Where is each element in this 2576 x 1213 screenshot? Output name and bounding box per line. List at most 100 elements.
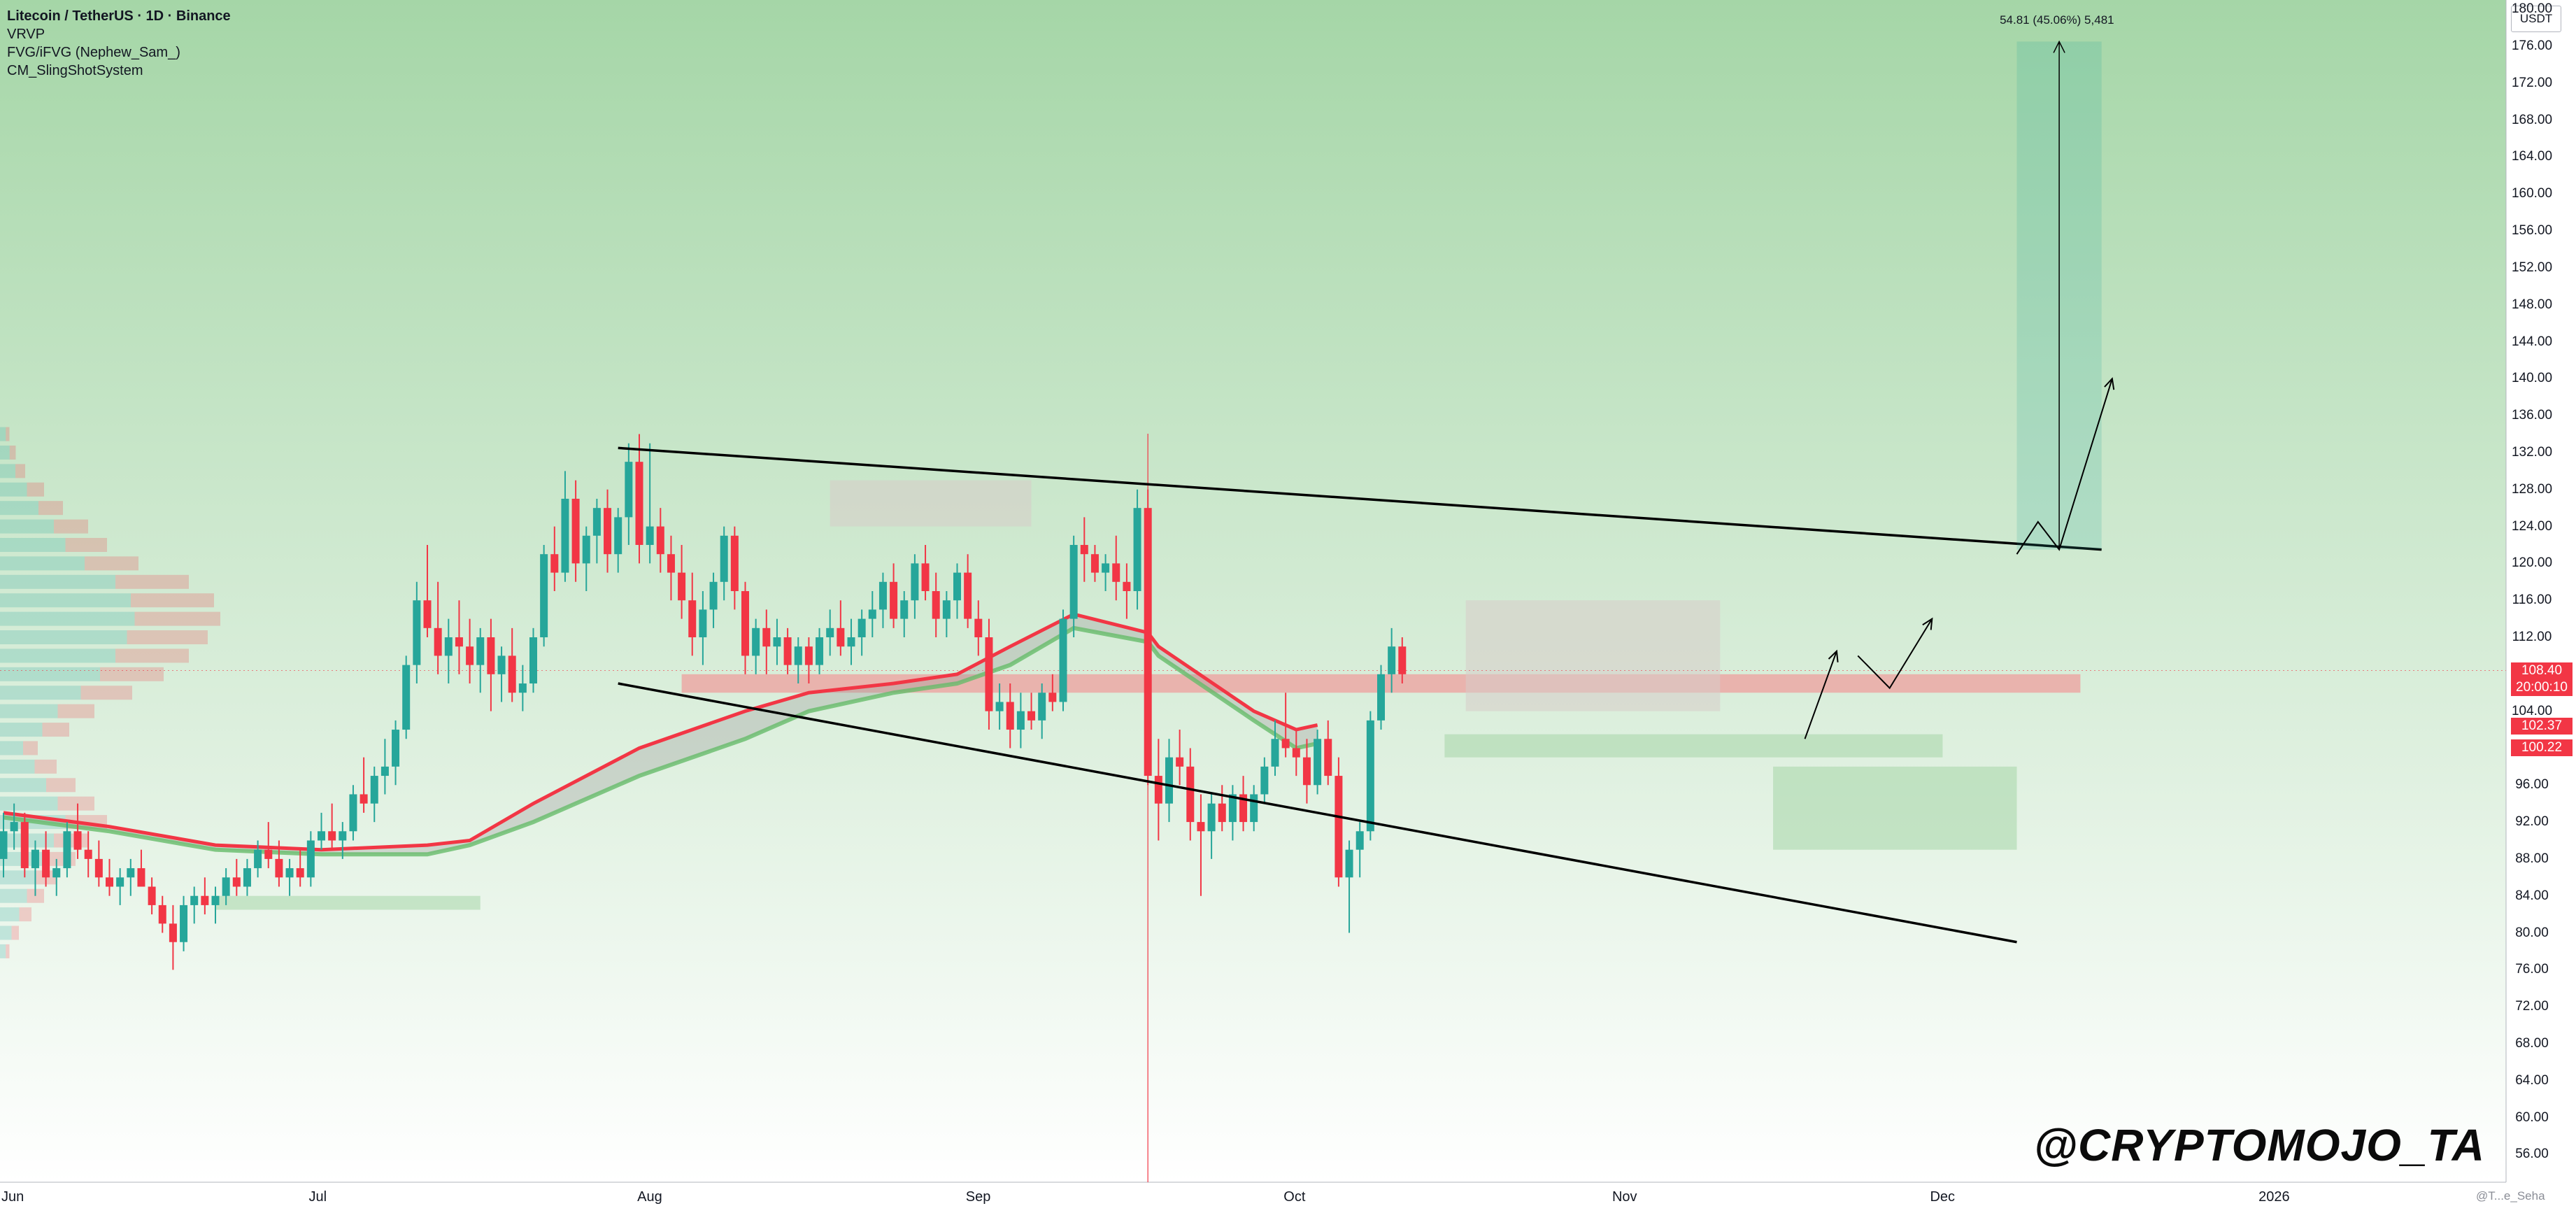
candle[interactable] [254, 840, 262, 878]
candle[interactable] [550, 526, 559, 591]
candle-body[interactable] [392, 730, 400, 767]
candle-body[interactable] [1260, 766, 1269, 795]
candle[interactable] [42, 831, 50, 887]
candle[interactable] [540, 544, 548, 647]
candle[interactable] [201, 877, 209, 915]
candle-body[interactable] [370, 776, 378, 804]
candle-body[interactable] [10, 822, 18, 832]
candle[interactable] [0, 812, 8, 878]
candle[interactable] [127, 858, 135, 896]
candle[interactable] [487, 618, 495, 711]
candle-body[interactable] [158, 905, 166, 924]
candle[interactable] [1069, 535, 1078, 638]
candle-body[interactable] [1027, 711, 1036, 721]
candle[interactable] [1335, 757, 1343, 887]
candle-body[interactable] [932, 591, 940, 619]
projected-path[interactable] [1857, 618, 1933, 690]
candle-body[interactable] [1090, 554, 1099, 573]
candle[interactable] [434, 581, 442, 674]
candle[interactable] [158, 895, 166, 933]
candle-body[interactable] [180, 905, 188, 942]
candle[interactable] [222, 868, 230, 905]
candle[interactable] [1133, 489, 1141, 610]
candle-body[interactable] [540, 554, 548, 638]
candle-body[interactable] [614, 517, 622, 555]
candle[interactable] [762, 609, 771, 674]
candle-body[interactable] [688, 600, 697, 638]
projected-path[interactable] [2016, 378, 2113, 555]
candle-body[interactable] [1112, 563, 1120, 582]
candle-body[interactable] [201, 895, 209, 905]
legend-indicator-fvg[interactable]: FVG/iFVG (Nephew_Sam_) [7, 45, 180, 60]
candle[interactable] [518, 665, 527, 711]
candle[interactable] [339, 822, 347, 859]
candle-body[interactable] [625, 462, 633, 518]
candle-body[interactable] [296, 868, 304, 878]
candle-body[interactable] [306, 840, 315, 878]
candle[interactable] [699, 591, 707, 665]
candle-body[interactable] [783, 637, 792, 665]
candle[interactable] [318, 812, 325, 850]
candle[interactable] [1123, 563, 1131, 619]
candle[interactable] [1186, 748, 1195, 841]
candle[interactable] [1355, 822, 1364, 878]
candle-body[interactable] [964, 572, 972, 619]
candle-body[interactable] [31, 849, 39, 869]
candle-body[interactable] [1271, 739, 1279, 767]
candle-body[interactable] [42, 849, 50, 878]
candle[interactable] [709, 572, 718, 628]
candle[interactable] [1271, 720, 1279, 776]
candle[interactable] [953, 563, 961, 619]
candle-body[interactable] [678, 572, 686, 601]
candle-body[interactable] [1197, 822, 1205, 832]
candle-body[interactable] [497, 655, 506, 674]
candle-body[interactable] [84, 849, 92, 859]
candle[interactable] [455, 600, 463, 674]
legend-indicator-vrvp[interactable]: VRVP [7, 27, 45, 42]
candle[interactable] [1154, 739, 1162, 841]
candle-body[interactable] [1133, 508, 1141, 591]
candle[interactable] [1059, 609, 1067, 711]
candle[interactable] [878, 572, 887, 628]
candle[interactable] [964, 554, 972, 628]
projected-path[interactable] [1804, 651, 1837, 739]
candle[interactable] [1006, 683, 1014, 749]
candle[interactable] [370, 766, 378, 823]
candle-body[interactable] [752, 627, 760, 656]
candle-body[interactable] [1398, 646, 1407, 674]
candle[interactable] [413, 581, 421, 684]
candle[interactable] [1038, 683, 1046, 739]
candle[interactable] [890, 563, 898, 628]
candle-body[interactable] [349, 794, 357, 832]
candle-body[interactable] [1281, 739, 1290, 749]
candle-body[interactable] [190, 895, 199, 905]
candle[interactable] [837, 600, 845, 656]
candle-body[interactable] [826, 627, 834, 638]
candle-body[interactable] [1239, 794, 1248, 823]
candle-body[interactable] [1366, 720, 1374, 832]
candle-body[interactable] [656, 526, 664, 555]
candle[interactable] [137, 849, 145, 887]
candle-body[interactable] [127, 868, 135, 878]
candle-body[interactable] [116, 877, 124, 887]
candle[interactable] [380, 739, 389, 795]
candle-body[interactable] [974, 618, 983, 638]
candle-body[interactable] [413, 600, 421, 665]
candle[interactable] [783, 627, 792, 674]
candle[interactable] [1314, 730, 1322, 795]
candle[interactable] [932, 572, 940, 638]
candle-body[interactable] [1016, 711, 1025, 730]
candle-body[interactable] [635, 462, 643, 545]
candle-body[interactable] [1250, 794, 1258, 823]
candle[interactable] [476, 627, 485, 693]
candle-body[interactable] [94, 858, 103, 878]
candle-body[interactable] [1355, 831, 1364, 850]
candle[interactable] [232, 858, 241, 896]
candle-body[interactable] [816, 637, 824, 665]
candle[interactable] [63, 822, 71, 878]
candle[interactable] [678, 544, 686, 619]
candle-body[interactable] [604, 508, 612, 555]
candle-body[interactable] [995, 702, 1004, 711]
candle[interactable] [31, 840, 39, 896]
candle-body[interactable] [868, 609, 876, 619]
